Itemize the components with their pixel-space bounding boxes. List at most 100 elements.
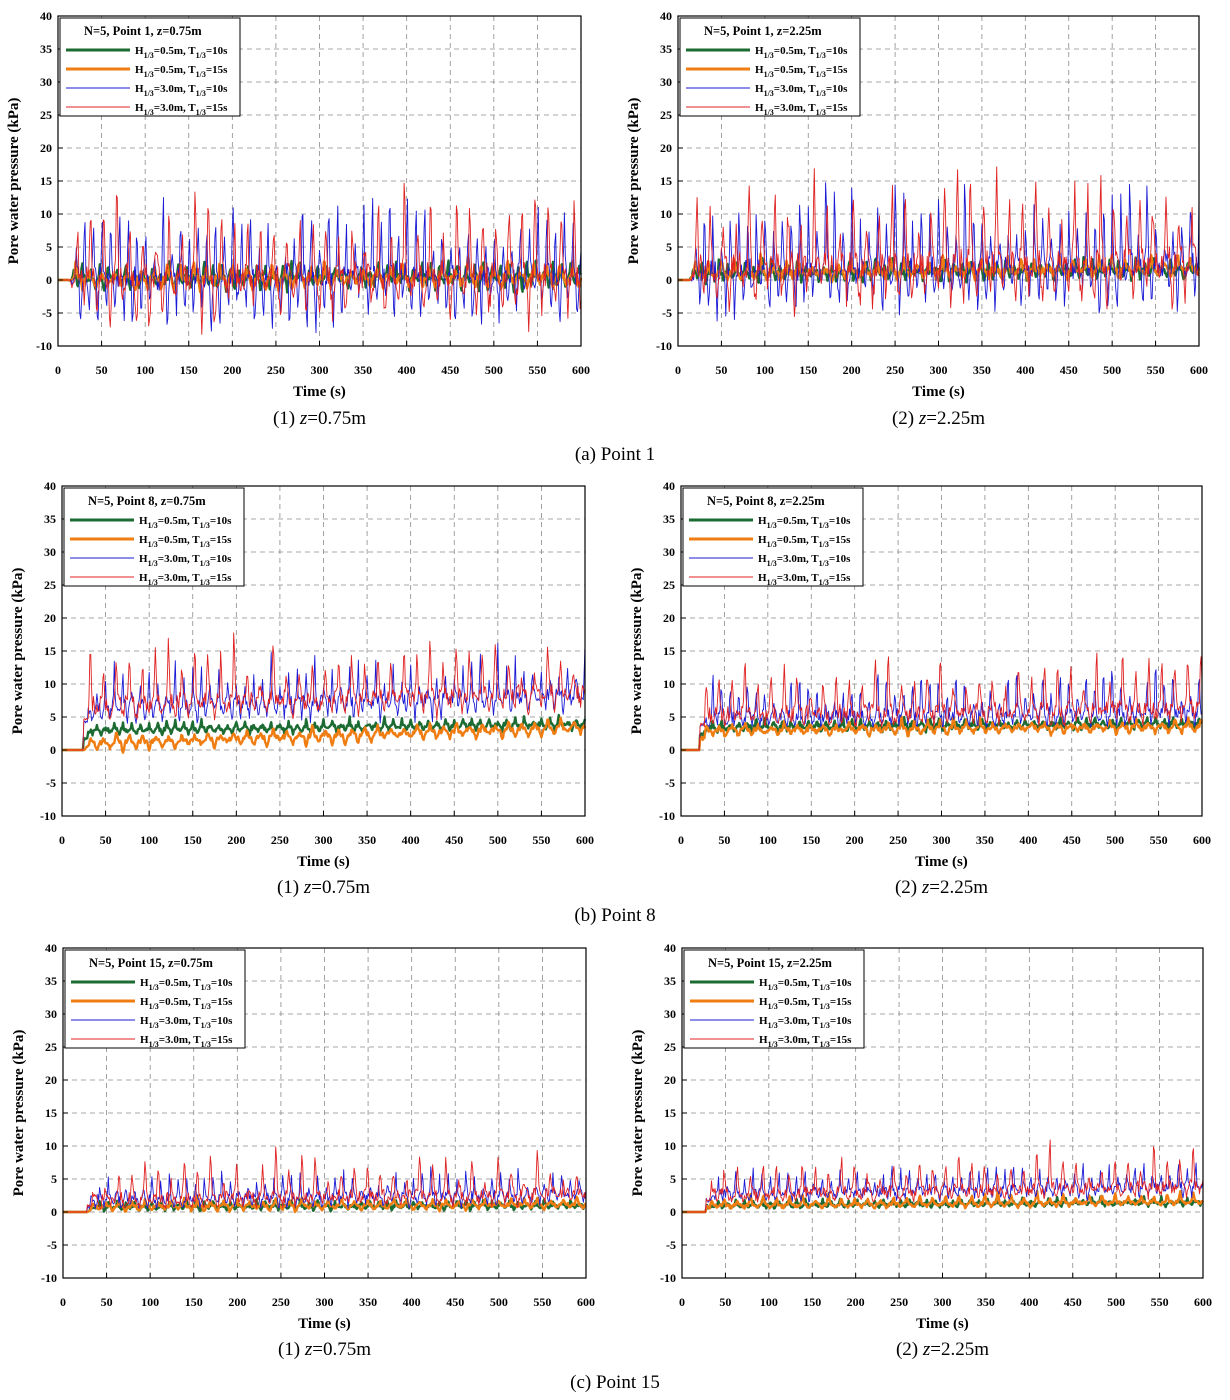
y-axis-label: Pore water pressure (kPa) [10,568,26,735]
x-tick-label: 350 [976,833,994,847]
legend-label: H1/3=0.5m, T1/3=15s [758,534,851,549]
x-tick-label: 600 [1194,1295,1212,1309]
legend-label: H1/3=0.5m, T1/3=15s [759,996,852,1011]
y-tick-label: 15 [663,644,675,658]
y-tick-label: 0 [51,1205,57,1219]
x-axis-label: Time (s) [293,384,346,400]
series-line-orange [61,716,587,754]
y-tick-label: -10 [36,339,52,353]
panel-caption: (2) z=2.25m [892,408,985,429]
legend: N=5, Point 1, z=0.75m H1/3=0.5m, T1/3=10s… [59,17,241,117]
legend-title: N=5, Point 1, z=2.25m [704,24,822,38]
x-tick-label: 400 [1020,1295,1038,1309]
y-tick-label: 15 [40,174,52,188]
series-group [680,652,1204,752]
legend-label: H1/3=3.0m, T1/3=10s [758,553,851,568]
x-tick-label: 350 [973,363,991,377]
series-line-orange [681,1189,1205,1214]
x-tick-label: 50 [100,833,112,847]
x-tick-label: 150 [180,363,198,377]
x-tick-label: 250 [890,1295,908,1309]
x-tick-label: 150 [803,1295,821,1309]
y-tick-label: 5 [46,240,52,254]
y-tick-label: 0 [666,273,672,287]
chart-panel-6: 0 50 100 150 200 250 300 350 400 450 500 550 6004035… [630,941,1212,1332]
x-tick-label: 300 [311,363,329,377]
x-tick-label: 150 [802,833,820,847]
legend-box [64,949,246,1049]
legend: N=5, Point 1, z=2.25m H1/3=0.5m, T1/3=10s… [679,17,861,117]
x-tick-label: 150 [185,1295,203,1309]
x-tick-label: 450 [1063,833,1081,847]
grid [681,486,1202,816]
legend-label: H1/3=0.5m, T1/3=15s [755,64,848,79]
x-tick-label: 150 [184,833,202,847]
x-tick-label: 450 [1064,1295,1082,1309]
x-tick-label: 400 [398,363,416,377]
y-tick-label: 10 [40,207,52,221]
y-tick-label: 30 [664,1007,676,1021]
x-tick-label: 300 [930,363,948,377]
x-tick-label: 600 [577,1295,595,1309]
y-tick-label: 25 [663,578,675,592]
x-axis-label: Time (s) [297,854,350,870]
x-tick-label: 350 [359,1295,377,1309]
group-caption-a: (a) Point 1 [575,444,655,465]
x-tick-label: 550 [1150,833,1168,847]
y-tick-label: -10 [40,809,56,823]
x-tick-label: 50 [101,1295,113,1309]
y-tick-label: 40 [660,9,672,23]
y-tick-label: 25 [44,578,56,592]
legend: N=5, Point 8, z=2.25m H1/3=0.5m, T1/3=10s… [682,487,864,587]
x-tick-label: 450 [1060,363,1078,377]
x-tick-label: 500 [485,363,503,377]
legend-box [679,17,861,117]
y-tick-label: -5 [42,306,52,320]
x-tick-label: 350 [354,363,372,377]
y-tick-label: 40 [45,941,57,955]
x-tick-label: 200 [847,1295,865,1309]
chart-panel-3: 0 50 100 150 200 250 300 350 400 450 500 550 6004035… [10,479,594,870]
y-tick-label: 10 [663,677,675,691]
x-axis-label: Time (s) [912,384,965,400]
y-tick-label: 35 [40,42,52,56]
y-tick-label: 25 [45,1040,57,1054]
x-tick-label: 200 [846,833,864,847]
series-group [57,182,583,335]
y-axis-label: Pore water pressure (kPa) [629,568,645,735]
y-tick-label: -5 [47,1238,57,1252]
x-tick-label: 600 [1193,833,1211,847]
x-tick-label: 550 [1147,363,1165,377]
y-tick-label: -10 [656,339,672,353]
y-tick-label: 30 [40,75,52,89]
x-tick-label: 50 [96,363,108,377]
y-tick-label: 5 [669,710,675,724]
x-tick-label: 500 [1106,833,1124,847]
y-tick-label: 0 [50,743,56,757]
x-tick-label: 150 [799,363,817,377]
x-tick-label: 250 [272,1295,290,1309]
x-tick-label: 350 [358,833,376,847]
y-tick-label: 30 [660,75,672,89]
y-tick-label: 35 [660,42,672,56]
legend-label: H1/3=3.0m, T1/3=10s [140,1015,233,1030]
legend-label: H1/3=3.0m, T1/3=15s [139,572,232,587]
legend-label: H1/3=0.5m, T1/3=10s [135,45,228,60]
panel-caption: (1) z=0.75m [277,877,370,898]
series-line-blue [58,197,582,334]
x-tick-label: 100 [760,1295,778,1309]
series-line-blue [681,669,1203,751]
x-tick-label: 300 [933,833,951,847]
legend-label: H1/3=0.5m, T1/3=15s [135,64,228,79]
legend-label: H1/3=3.0m, T1/3=15s [135,102,228,117]
x-tick-label: 500 [489,833,507,847]
y-tick-label: 25 [660,108,672,122]
legend-title: N=5, Point 8, z=0.75m [88,494,206,508]
y-tick-label: 0 [46,273,52,287]
x-tick-label: 100 [756,363,774,377]
x-axis-label: Time (s) [915,854,968,870]
y-tick-label: 20 [44,611,56,625]
series-group [681,1139,1205,1214]
legend-box [683,949,865,1049]
x-tick-label: 50 [719,1295,731,1309]
